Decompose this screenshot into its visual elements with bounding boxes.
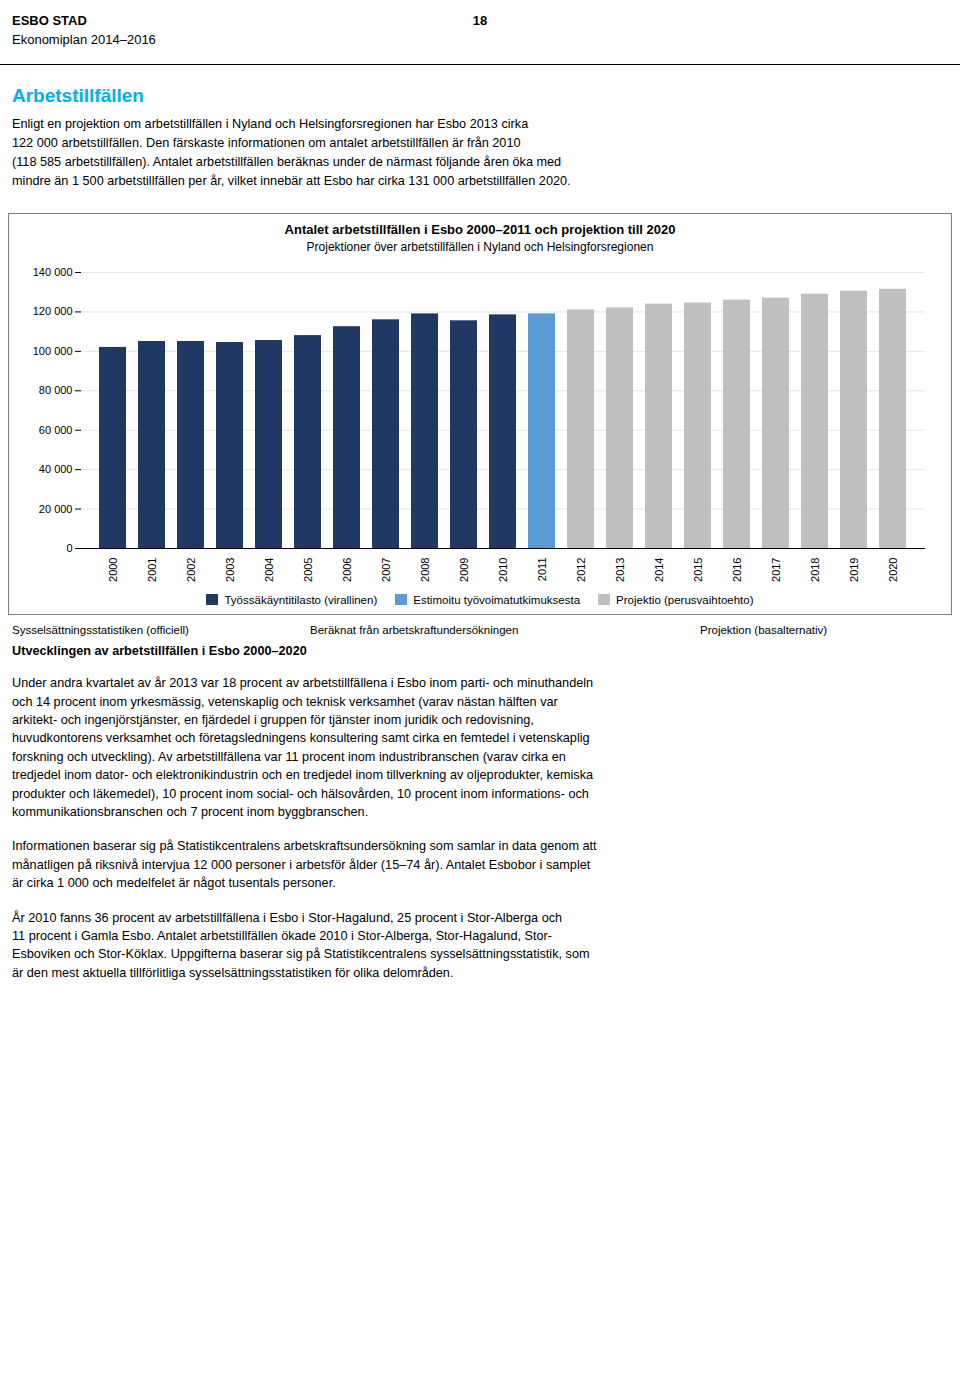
svg-text:2012: 2012: [575, 558, 587, 582]
svg-text:2014: 2014: [653, 558, 665, 582]
svg-text:2020: 2020: [887, 558, 899, 582]
svg-text:2018: 2018: [809, 558, 821, 582]
svg-text:2009: 2009: [458, 558, 470, 582]
html-text:År 2010 fanns 36 procent av ar: År 2010 fanns 36 procent av arbetstillfä…: [12, 910, 590, 980]
html-text:Utvecklingen av arbetstillfäll: Utvecklingen av arbetstillfällen i Esbo …: [12, 644, 307, 659]
svg-text:2005: 2005: [302, 558, 314, 582]
html-text:Sysselsättningsstatistiken (of: Sysselsättningsstatistiken (officiell): [12, 624, 189, 637]
html-text:Projektion (basalternativ): Projektion (basalternativ): [700, 624, 828, 637]
svg-text:80 000: 80 000: [39, 384, 73, 396]
svg-text:2013: 2013: [614, 558, 626, 582]
svg-text:2002: 2002: [185, 558, 197, 582]
svg-text:20 000: 20 000: [39, 503, 73, 515]
html-text:Projektio (perusvaihtoehto): Projektio (perusvaihtoehto): [616, 594, 754, 607]
svg-text:2010: 2010: [497, 558, 509, 582]
html-text:Ekonomiplan 2014–2016: Ekonomiplan 2014–2016: [12, 32, 156, 47]
html-text:Beräknat från arbetskraftunder: Beräknat från arbetskraftundersökningen: [310, 624, 519, 637]
svg-text:0: 0: [66, 542, 72, 554]
html-text:Estimoitu työvoimatutkimuksest: Estimoitu työvoimatutkimuksesta: [413, 594, 581, 607]
svg-text:2000: 2000: [107, 558, 119, 582]
svg-text:2008: 2008: [419, 558, 431, 582]
svg-text:2004: 2004: [263, 558, 275, 582]
svg-text:140 000: 140 000: [33, 266, 73, 278]
svg-text:2001: 2001: [146, 558, 158, 582]
html-text:Antalet arbetstillfällen i Esb: Antalet arbetstillfällen i Esbo 2000–201…: [284, 222, 676, 238]
svg-text:60 000: 60 000: [39, 424, 73, 436]
html-text:Enligt en projektion om arbets: Enligt en projektion om arbetstillfällen…: [12, 117, 571, 189]
html-text:Under andra kvartalet av år 20: Under andra kvartalet av år 2013 var 18 …: [12, 676, 594, 819]
html-text:Arbetstillfällen: Arbetstillfällen: [12, 85, 144, 106]
html-text:ESBO STAD: ESBO STAD: [12, 13, 87, 28]
svg-text:2015: 2015: [692, 558, 704, 582]
html-text:18: 18: [472, 13, 488, 28]
svg-text:2006: 2006: [341, 558, 353, 582]
svg-text:40 000: 40 000: [39, 463, 73, 475]
svg-text:100 000: 100 000: [33, 345, 73, 357]
svg-text:2017: 2017: [770, 558, 782, 582]
html-text:Projektioner över arbetstillfä: Projektioner över arbetstillfällen i Nyl…: [306, 240, 654, 255]
svg-text:120 000: 120 000: [33, 306, 73, 318]
svg-text:2016: 2016: [731, 558, 743, 582]
svg-text:2007: 2007: [380, 558, 392, 582]
svg-text:2019: 2019: [848, 558, 860, 582]
html-text:Työssäkäyntitilasto (viralline: Työssäkäyntitilasto (virallinen): [224, 594, 378, 607]
svg-text:2011: 2011: [536, 558, 548, 582]
html-text:Informationen baserar sig på S: Informationen baserar sig på Statistikce…: [12, 839, 597, 891]
svg-text:2003: 2003: [224, 558, 236, 582]
